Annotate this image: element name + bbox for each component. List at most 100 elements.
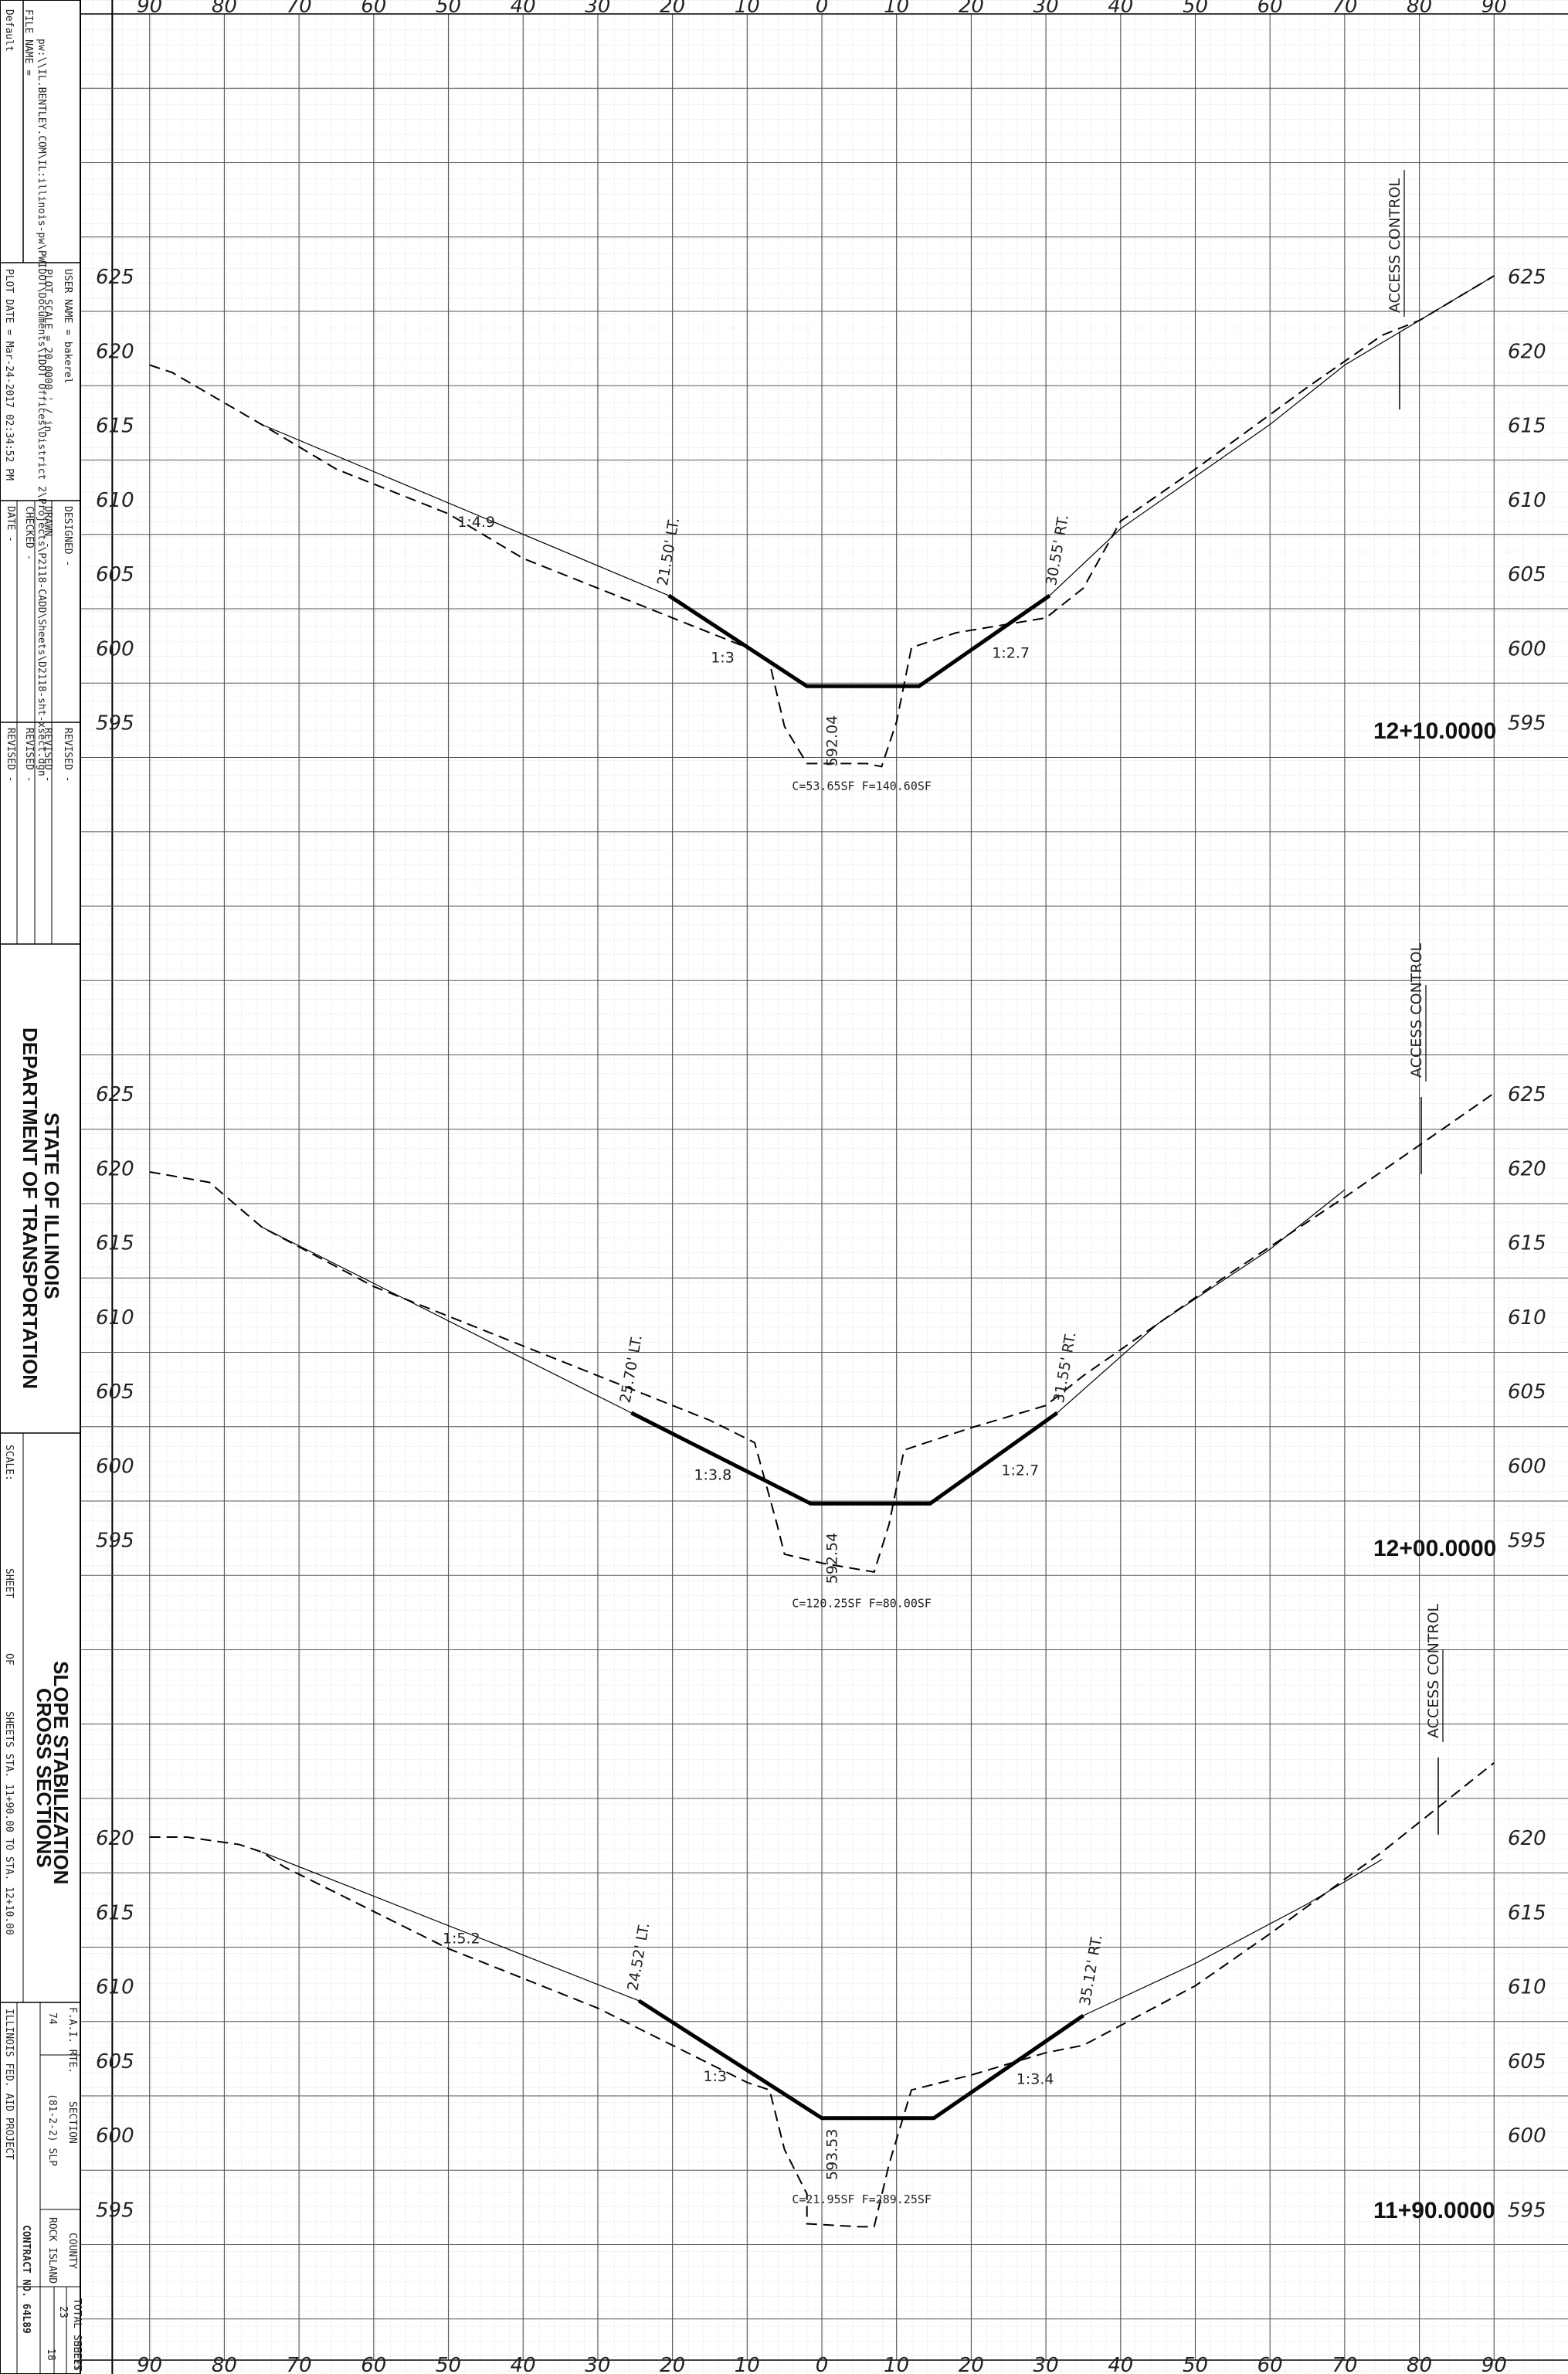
existing-ground-line [149, 275, 1495, 768]
x-tick-label: 10 [735, 0, 760, 18]
quantities-label: C=21.95SF F=289.25SF [792, 2192, 932, 2206]
plot-grid [80, 0, 1568, 2374]
station-range: STA. 11+90.00 TO STA. 12+10.00 [3, 1754, 15, 1935]
elevation-label-right: 620 [1508, 1827, 1546, 1850]
elevation-label-left: 610 [96, 489, 134, 512]
proposed-section-line [637, 1999, 1084, 2121]
county-label: COUNTY [66, 2233, 78, 2269]
x-tick-label: 80 [212, 0, 237, 18]
elevation-label-left: 610 [96, 1976, 134, 1999]
elevation-label-left: 600 [96, 637, 134, 661]
ditch-elevation-label: 592.04 [823, 715, 840, 766]
proposed-section-line [667, 593, 1051, 688]
revised-1: REVISED - [62, 728, 73, 782]
sheet-no-label: SHEET NO. [71, 2341, 83, 2374]
x-tick-label: 80 [1407, 2354, 1432, 2374]
sheet-title-2: CROSS SECTIONS [32, 1688, 56, 1868]
elevation-label-right: 620 [1508, 1157, 1546, 1180]
x-tick-label: 30 [585, 2354, 610, 2374]
upper-slope-label: 1:4.9 [457, 514, 495, 531]
elevation-label-right: 605 [1508, 1381, 1546, 1404]
elevation-label-left: 600 [96, 1455, 134, 1478]
x-tick-label: 50 [436, 2354, 461, 2374]
plot-date: PLOT DATE = Mar-24-2017 02:34:52 PM [3, 269, 15, 481]
elevation-label-right: 605 [1508, 2050, 1546, 2073]
total-sheets: 23 [57, 2306, 69, 2318]
elevation-label-left: 610 [96, 1306, 134, 1330]
elevation-label-left: 615 [96, 415, 134, 438]
elevation-label-right: 625 [1508, 266, 1546, 289]
elevation-label-left: 600 [96, 2124, 134, 2148]
revised-3: REVISED - [23, 728, 35, 782]
elevation-label-right: 600 [1508, 1455, 1546, 1478]
x-tick-label: 70 [287, 2354, 312, 2374]
elevation-label-left: 625 [96, 266, 134, 289]
section-12+00.0000: 625 625 620 620 615 615 610 610 605 605 600 600 595 5… [96, 942, 1546, 1610]
of-label: OF [3, 1653, 15, 1666]
elevation-label-left: 620 [96, 1157, 134, 1180]
elevation-label-right: 600 [1508, 637, 1546, 661]
elevation-label-right: 595 [1508, 2199, 1546, 2222]
elevation-label-right: 610 [1508, 489, 1546, 512]
designed: DESIGNED - [62, 506, 73, 566]
x-tick-label: 50 [1183, 0, 1208, 18]
user-name: USER NAME = bakerel [62, 269, 73, 384]
agency-department: DEPARTMENT OF TRANSPORTATION [19, 1027, 42, 1389]
elevation-label-left: 605 [96, 2050, 134, 2073]
sheets-label: SHEETS [3, 1711, 15, 1747]
left-tie-line [261, 423, 670, 596]
x-tick-label: 60 [361, 0, 386, 18]
elevation-label-left: 615 [96, 1901, 134, 1924]
station-label: 12+10.0000 [1373, 718, 1496, 744]
x-tick-label: 40 [511, 0, 536, 18]
quantities-label: C=53.65SF F=140.60SF [792, 779, 932, 793]
x-tick-label: 60 [361, 2354, 386, 2374]
elevation-label-right: 610 [1508, 1306, 1546, 1330]
x-tick-label: 50 [1183, 2354, 1208, 2374]
total-sheets-label: TOTAL SHEETS [71, 2298, 83, 2371]
x-tick-label: 30 [585, 0, 610, 18]
sheet-no: 18 [45, 2349, 56, 2361]
date: DATE - [5, 506, 16, 542]
quantities-label: C=120.25SF F=80.00SF [792, 1596, 932, 1610]
elevation-label-left: 595 [96, 712, 134, 735]
access-control-label: ACCESS CONTROL [1425, 1603, 1442, 1738]
elevation-label-right: 615 [1508, 415, 1546, 438]
agency-state: STATE OF ILLINOIS [40, 1112, 63, 1299]
x-tick-label: 80 [1407, 0, 1432, 18]
default-label: Default [3, 9, 15, 52]
sheet-label: SHEET [3, 1568, 15, 1598]
x-tick-label: 40 [511, 2354, 536, 2374]
x-tick-label: 90 [1481, 0, 1507, 18]
elevation-label-left: 615 [96, 1232, 134, 1255]
title-block: Default FILE NAME = pw:\\IL.BENTLEY.COM\… [0, 0, 83, 2374]
elevation-label-left: 625 [96, 1083, 134, 1106]
x-tick-label: 90 [137, 0, 162, 18]
file-name-label: FILE NAME = [22, 9, 34, 76]
upper-slope-label: 1:5.2 [443, 1931, 480, 1948]
elevation-label-left: 595 [96, 2199, 134, 2222]
station-label: 12+00.0000 [1373, 1536, 1496, 1561]
x-tick-label: 70 [1332, 2354, 1357, 2374]
elevation-label-right: 615 [1508, 1901, 1546, 1924]
ditch-elevation-label: 592.54 [823, 1533, 840, 1584]
right-slope-label: 1:3.4 [1016, 2070, 1054, 2087]
x-tick-label: 20 [660, 0, 685, 18]
station-label: 11+90.0000 [1373, 2198, 1495, 2223]
elevation-label-right: 595 [1508, 712, 1546, 735]
x-tick-label: 0 [816, 0, 829, 18]
existing-ground-line [149, 1092, 1495, 1574]
contract-no: CONTRACT NO. 64L89 [20, 2225, 32, 2334]
sheet-title-1: SLOPE STABILIZATION [49, 1661, 73, 1884]
left-slope-label: 1:3.8 [694, 1467, 731, 1484]
x-tick-label: 20 [959, 0, 984, 18]
x-tick-label: 10 [884, 2354, 909, 2374]
x-tick-label: 40 [1108, 2354, 1133, 2374]
access-control-label: ACCESS CONTROL [1386, 178, 1403, 313]
x-tick-label: 20 [959, 2354, 984, 2374]
elevation-label-left: 605 [96, 563, 134, 586]
elevation-label-left: 595 [96, 1530, 134, 1553]
x-tick-label: 30 [1033, 0, 1059, 18]
